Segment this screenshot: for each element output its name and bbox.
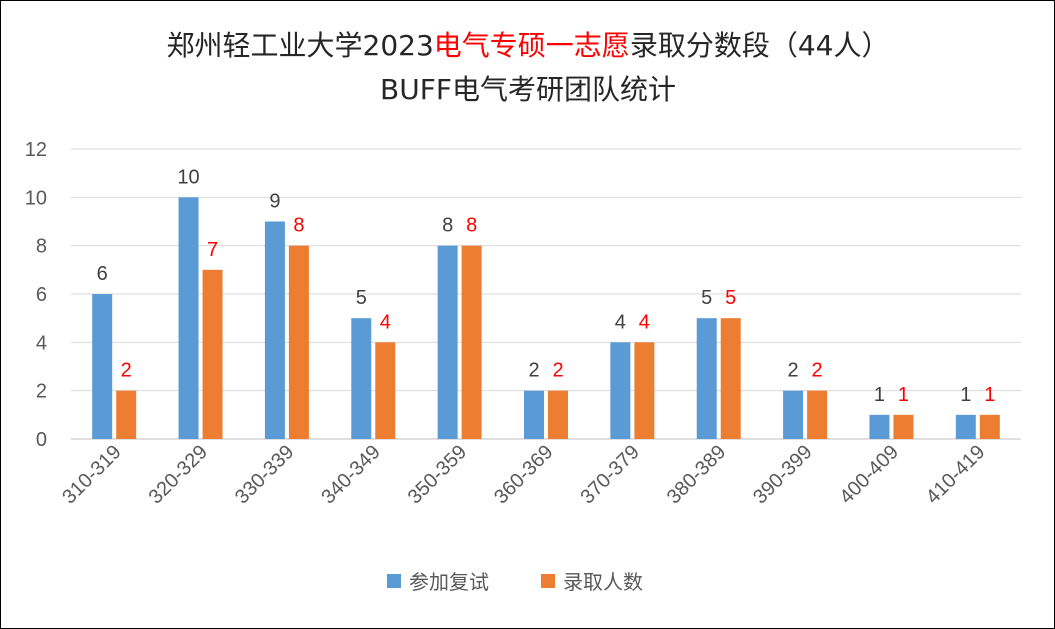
bar-retest: [696, 318, 717, 439]
bar-admitted: [634, 342, 655, 439]
x-tick-label: 340-349: [317, 441, 384, 508]
bars: [92, 197, 1000, 439]
bar-admitted: [720, 318, 741, 439]
x-tick-label: 370-379: [576, 441, 643, 508]
bar-admitted: [375, 342, 396, 439]
data-label: 2: [788, 360, 799, 382]
y-tick-label: 4: [36, 332, 47, 354]
data-label: 2: [528, 360, 539, 382]
bar-retest: [869, 414, 890, 439]
bar-retest: [524, 390, 544, 439]
data-label: 9: [269, 191, 280, 213]
x-tick-label: 350-359: [404, 441, 471, 508]
chart-title-part-1: 郑州轻工业大学2023: [167, 29, 434, 62]
x-tick-label: 320-329: [145, 441, 212, 508]
legend-label: 录取人数: [563, 570, 643, 594]
data-label: 4: [639, 311, 650, 333]
bar-admitted: [461, 245, 482, 439]
bar-retest: [92, 294, 113, 439]
data-label: 2: [812, 360, 823, 382]
x-tick-label: 310-319: [58, 441, 125, 508]
x-tick-label: 360-369: [490, 441, 557, 508]
bar-admitted: [288, 245, 309, 439]
x-axis: 310-319 320-329 330-339 340-349 350-359 360-3…: [58, 441, 989, 508]
x-tick-label: 380-389: [663, 441, 730, 508]
bar-admitted: [116, 390, 137, 439]
x-tick-label: 330-339: [231, 441, 298, 508]
bar-retest: [178, 197, 199, 439]
y-axis: 0 2 4 6 8 10 12: [25, 139, 47, 451]
data-label: 6: [97, 263, 108, 285]
data-label: 8: [442, 215, 453, 237]
y-tick-label: 2: [36, 381, 47, 403]
gridlines: [71, 148, 1021, 440]
bar-retest: [610, 342, 631, 439]
x-tick-label: 410-419: [922, 441, 989, 508]
data-label: 4: [380, 311, 391, 333]
chart-title-part-3: 录取分数段（44人）: [630, 29, 890, 62]
data-label: 1: [960, 384, 971, 406]
bar-retest: [351, 318, 372, 439]
bar-admitted: [807, 390, 828, 439]
y-tick-label: 6: [36, 284, 47, 306]
bar-admitted: [548, 390, 568, 439]
bar-admitted: [202, 269, 223, 439]
bar-retest: [264, 221, 285, 439]
data-label: 5: [701, 287, 712, 309]
chart-subtitle: BUFF电气考研团队统计: [380, 73, 676, 106]
bar-retest: [437, 245, 458, 439]
data-label: 8: [293, 215, 304, 237]
data-label: 7: [207, 239, 218, 261]
y-tick-label: 10: [25, 187, 47, 209]
data-label: 1: [898, 384, 909, 406]
y-tick-label: 8: [36, 236, 47, 258]
data-label: 5: [725, 287, 736, 309]
legend-swatch: [387, 574, 401, 588]
chart-title-part-2: 电气专硕一志愿: [434, 29, 630, 62]
data-label: 2: [552, 360, 563, 382]
y-tick-label: 12: [25, 139, 47, 161]
bar-admitted: [893, 414, 914, 439]
data-label: 4: [615, 311, 626, 333]
y-tick-label: 0: [36, 429, 47, 451]
chart-title: 郑州轻工业大学2023电气专硕一志愿录取分数段（44人）: [167, 29, 890, 62]
data-label: 1: [874, 384, 885, 406]
bar-retest: [955, 414, 976, 439]
x-tick-label: 390-399: [749, 441, 816, 508]
data-label: 1: [984, 384, 995, 406]
legend-label: 参加复试: [409, 570, 489, 594]
legend-swatch: [541, 574, 555, 588]
data-label: 8: [466, 215, 477, 237]
data-label: 2: [121, 360, 132, 382]
data-label: 5: [356, 287, 367, 309]
bar-retest: [783, 390, 804, 439]
legend: 参加复试 录取人数: [387, 570, 643, 594]
x-tick-label: 400-409: [836, 441, 903, 508]
bar-admitted: [979, 414, 1000, 439]
data-label: 10: [177, 166, 199, 188]
